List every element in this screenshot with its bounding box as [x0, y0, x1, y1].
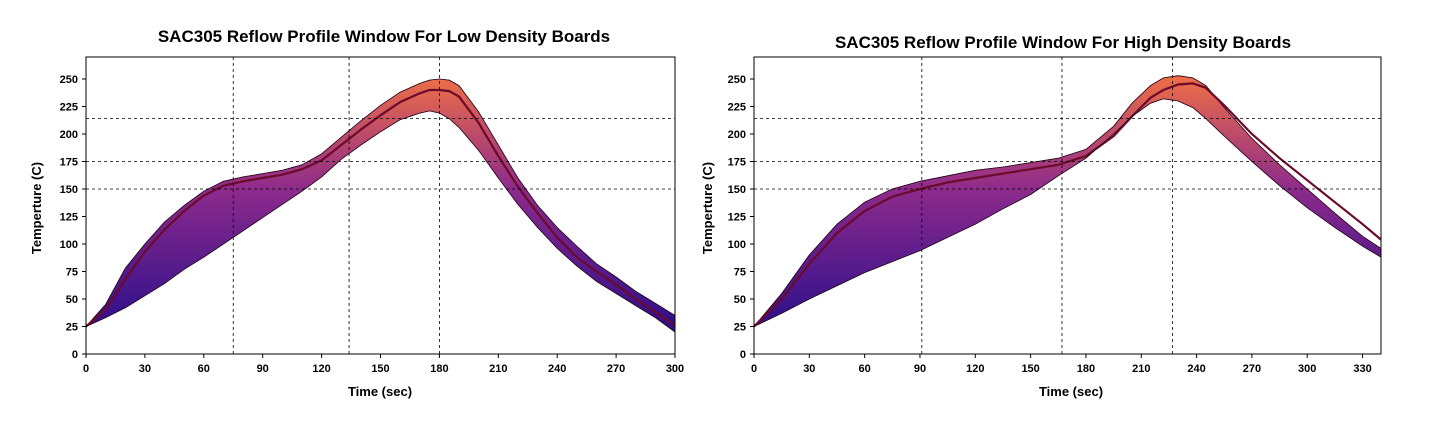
y-tick-label: 225: [60, 102, 78, 114]
series-line-2: [85, 110, 676, 333]
x-tick-label: 210: [489, 363, 507, 375]
series-line-0: [85, 78, 676, 327]
x-tick-label: 300: [666, 363, 684, 375]
y-tick-label: 200: [728, 129, 746, 141]
x-tick-label: 180: [430, 363, 448, 375]
profile-band: [753, 75, 1382, 327]
plot-frame: [85, 56, 676, 355]
y-axis-label: Temperture (C): [700, 162, 715, 254]
y-tick-label: 50: [734, 294, 746, 306]
x-tick-label: 210: [1132, 363, 1150, 375]
series-line-2: [753, 98, 1382, 327]
x-tick-label: 240: [548, 363, 566, 375]
x-tick-label: 150: [371, 363, 389, 375]
y-tick-label: 100: [728, 239, 746, 251]
y-tick-label: 225: [728, 102, 746, 114]
chart-high-density: SAC305 Reflow Profile Window For High De…: [668, 0, 1383, 436]
chart-low-density-svg: SAC305 Reflow Profile Window For Low Den…: [29, 27, 684, 399]
chart-title: SAC305 Reflow Profile Window For High De…: [835, 33, 1291, 52]
x-tick-label: 330: [1353, 363, 1371, 375]
x-tick-label: 30: [803, 363, 815, 375]
x-tick-label: 0: [751, 363, 757, 375]
plot-area: 0 30 60 90 120 150 180 210 240 270 300 330 0 25 50 75 10…: [728, 56, 1382, 375]
y-tick-label: 25: [734, 322, 746, 334]
y-tick-label: 175: [728, 157, 746, 169]
y-tick-label: 125: [728, 212, 746, 224]
y-tick-label: 0: [72, 349, 78, 361]
y-tick-label: 150: [728, 184, 746, 196]
chart-high-density-svg: SAC305 Reflow Profile Window For High De…: [700, 33, 1382, 399]
y-tick-label: 75: [66, 267, 78, 279]
x-tick-label: 30: [139, 363, 151, 375]
series-line-1: [85, 88, 676, 328]
y-tick-label: 250: [728, 74, 746, 86]
x-axis-label: Time (sec): [1039, 384, 1103, 399]
y-tick-label: 100: [60, 239, 78, 251]
series-line-0: [753, 75, 1382, 327]
x-tick-label: 180: [1077, 363, 1095, 375]
y-tick-label: 0: [740, 349, 746, 361]
y-tick-label: 250: [60, 74, 78, 86]
chart-low-density: SAC305 Reflow Profile Window For Low Den…: [29, 27, 684, 399]
y-tick-label: 175: [60, 157, 78, 169]
x-tick-label: 0: [83, 363, 89, 375]
x-tick-label: 270: [607, 363, 625, 375]
y-tick-label: 75: [734, 267, 746, 279]
y-tick-label: 125: [60, 212, 78, 224]
x-tick-label: 120: [312, 363, 330, 375]
plot-area: 0 30 60 90 120 150 180 210 240 270 300 0 25 50 75 100 12…: [60, 56, 684, 375]
x-tick-label: 120: [966, 363, 984, 375]
y-tick-label: 200: [60, 129, 78, 141]
y-tick-label: 50: [66, 294, 78, 306]
x-tick-label: 150: [1021, 363, 1039, 375]
x-tick-label: 60: [198, 363, 210, 375]
y-tick-label: 150: [60, 184, 78, 196]
series-line-1: [753, 82, 1382, 328]
profile-band: [85, 78, 676, 333]
plot-frame: [753, 56, 1382, 355]
x-tick-label: 90: [257, 363, 269, 375]
x-tick-label: 240: [1187, 363, 1205, 375]
x-tick-label: 300: [1298, 363, 1316, 375]
chart-title: SAC305 Reflow Profile Window For Low Den…: [158, 27, 610, 46]
x-tick-label: 60: [859, 363, 871, 375]
x-tick-label: 90: [914, 363, 926, 375]
x-tick-label: 270: [1243, 363, 1261, 375]
y-tick-label: 25: [66, 322, 78, 334]
y-axis-label: Temperture (C): [29, 162, 44, 254]
x-axis-label: Time (sec): [348, 384, 412, 399]
